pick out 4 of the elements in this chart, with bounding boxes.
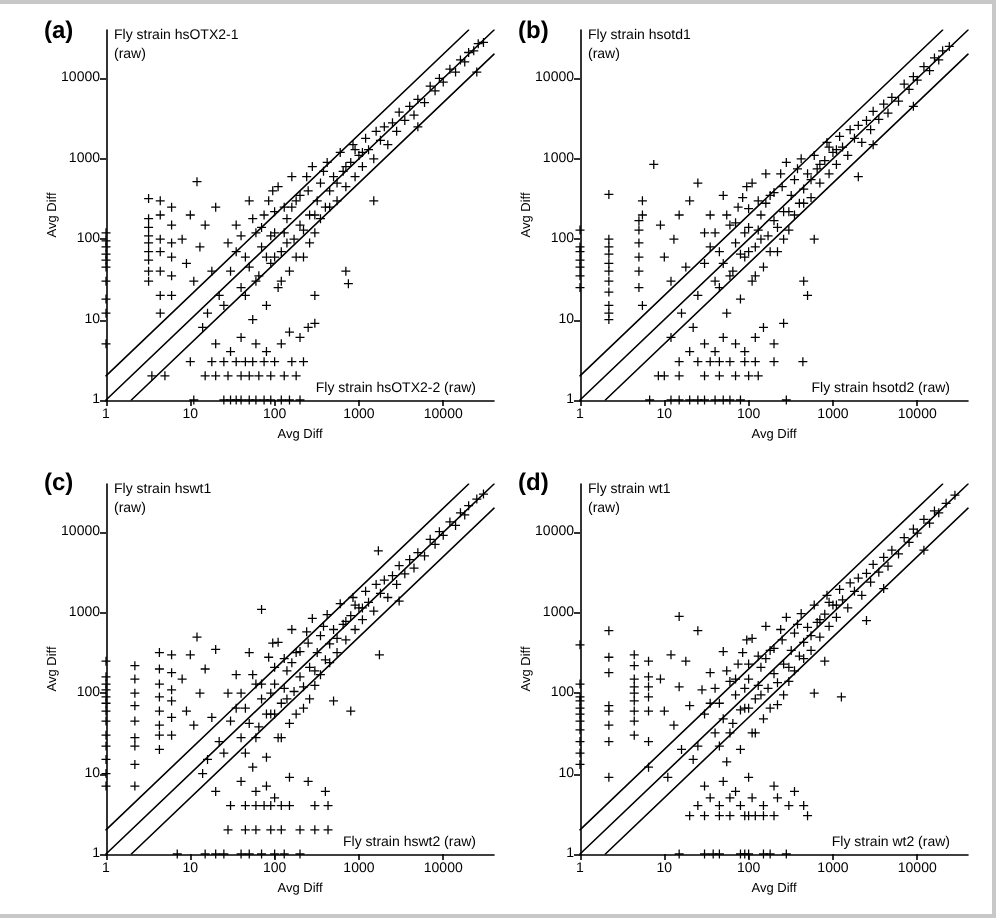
chart-title: (b) xyxy=(518,16,549,44)
chart-title: (c) xyxy=(44,468,74,496)
chart-title: (a) xyxy=(44,16,74,44)
chart-title: (d) xyxy=(518,468,549,496)
